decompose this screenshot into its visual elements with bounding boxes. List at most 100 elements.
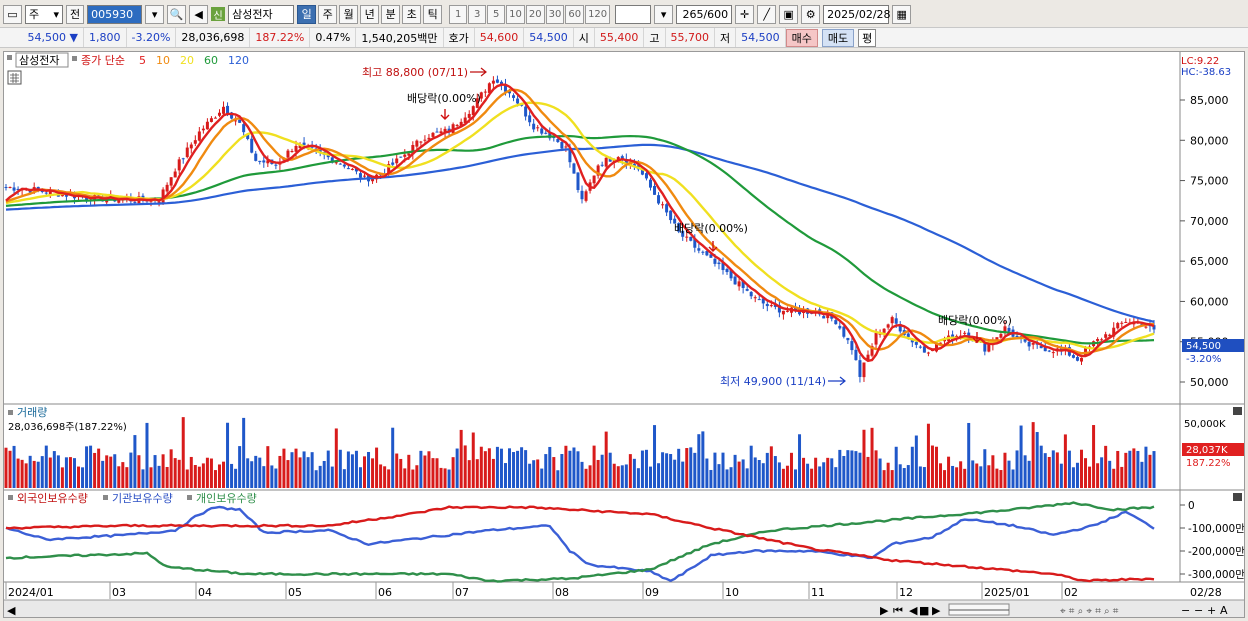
interval-button-120[interactable]: 120 [585, 4, 611, 24]
average-button[interactable]: 평 [858, 28, 877, 47]
zoom-minus-icon[interactable]: − [1194, 604, 1203, 617]
volume-bar [580, 461, 584, 488]
interval-button-5[interactable]: 5 [487, 4, 506, 24]
stock-chart[interactable]: 85,00080,00075,00070,00065,00060,00055,0… [4, 52, 1245, 618]
candle-body [1039, 345, 1043, 349]
candle-body [745, 289, 749, 291]
chart-area[interactable]: 85,00080,00075,00070,00065,00060,00055,0… [3, 51, 1245, 618]
date-input[interactable]: 2025/02/28 [823, 4, 891, 24]
gear-icon[interactable]: ⚙ [801, 4, 821, 24]
interval-button-1[interactable]: 1 [449, 4, 468, 24]
volume-bar [858, 452, 862, 488]
stock-code-input[interactable]: 005930 [87, 4, 143, 24]
y-tick-label: 65,000 [1190, 255, 1229, 268]
window-icon[interactable]: ▭ [3, 4, 22, 24]
holders-panel-close-icon[interactable] [1233, 493, 1242, 501]
high-annotation: 최고 88,800 (07/11) [362, 66, 468, 79]
play-back-icon[interactable]: ◀ [909, 604, 918, 617]
period-tab-0[interactable]: 일 [297, 4, 317, 24]
dividend-arrow-icon [440, 109, 450, 120]
candle-body [403, 154, 407, 157]
candle-body [1079, 357, 1083, 362]
volume-bar [459, 429, 463, 488]
drawing-tools-icons[interactable]: ⌖ ⌗ ⌕ ⌖ ⌗ ⌕ ⌗ [1060, 606, 1119, 617]
count-field[interactable]: 265/600 [676, 4, 733, 24]
volume-bar [741, 459, 745, 488]
volume-bar [467, 460, 471, 488]
volume-bar [1116, 450, 1120, 488]
dividend-annotation: 배당락(0.00%) [938, 314, 1012, 327]
volume-bar [222, 461, 226, 488]
volume-bar [777, 462, 781, 488]
save-icon[interactable]: ▣ [779, 4, 799, 24]
volume-bar [798, 434, 802, 488]
period-tab-4[interactable]: 분 [381, 4, 401, 24]
volume-bar [934, 446, 938, 488]
interval-button-10[interactable]: 10 [506, 4, 525, 24]
interval-button-20[interactable]: 20 [525, 4, 545, 24]
candle-body [435, 131, 439, 133]
code-dropdown-icon[interactable]: ▾ [145, 4, 165, 24]
volume-bar [810, 468, 814, 488]
sell-button[interactable]: 매도 [821, 28, 855, 47]
holders-legend-item-1: 기관보유수량 [112, 492, 173, 505]
ma-legend-period-20: 20 [180, 54, 194, 67]
period-tab-5[interactable]: 초 [402, 4, 422, 24]
volume-bar [890, 470, 894, 488]
scroll-right-icon[interactable]: ▶ [880, 604, 889, 617]
interval-custom-input[interactable] [615, 4, 652, 24]
candle-body [592, 175, 596, 184]
market-select[interactable]: 주 ▾ [25, 4, 63, 24]
volume-bar [894, 446, 898, 488]
interval-button-30[interactable]: 30 [545, 4, 565, 24]
volume-bar [878, 458, 882, 488]
volume-bar [350, 454, 354, 488]
volume-bar [918, 466, 922, 488]
period-tab-1[interactable]: 주 [318, 4, 338, 24]
scroll-left-icon[interactable]: ◀ [7, 604, 16, 617]
interval-dropdown-icon[interactable]: ▾ [654, 4, 674, 24]
volume-panel-close-icon[interactable] [1233, 407, 1242, 415]
volume-bar [508, 448, 512, 488]
period-tab-2[interactable]: 월 [339, 4, 359, 24]
speaker-icon[interactable]: ◀ [189, 4, 209, 24]
volume-bar [334, 428, 338, 488]
rewind-icon[interactable]: ⏮ [893, 604, 903, 617]
volume-bar [628, 454, 632, 488]
candle-body [346, 168, 350, 170]
scrollbar-strip[interactable] [4, 600, 1245, 618]
zoom-in-icon[interactable]: + [1207, 604, 1216, 617]
period-tab-6[interactable]: 틱 [423, 4, 443, 24]
stop-icon[interactable]: ■ [919, 604, 929, 617]
interval-button-60[interactable]: 60 [565, 4, 585, 24]
volume-bar [439, 467, 443, 488]
buy-button[interactable]: 매수 [785, 28, 818, 47]
volume-bar [20, 459, 24, 488]
volume-bar [951, 465, 955, 488]
play-icon[interactable]: ▶ [932, 604, 941, 617]
candle-body [169, 177, 173, 186]
search-icon[interactable]: 🔍 [167, 4, 187, 24]
candle-body [479, 92, 483, 99]
volume-bar [85, 446, 89, 488]
zoom-out-icon[interactable]: − [1181, 604, 1190, 617]
candle-body [495, 79, 499, 83]
crosshair-icon[interactable]: ✛ [735, 4, 755, 24]
prev-button[interactable]: 전 [66, 4, 85, 24]
ma10-line [5, 88, 1155, 355]
volume-bar [451, 457, 455, 488]
period-tab-3[interactable]: 년 [360, 4, 380, 24]
x-tick-label: 08 [555, 586, 569, 599]
interval-button-3[interactable]: 3 [468, 4, 487, 24]
volume-bar [403, 468, 407, 488]
calendar-icon[interactable]: ▦ [892, 4, 912, 24]
volume-bar [556, 470, 560, 488]
table-view-icon[interactable] [7, 70, 22, 85]
font-size-icon[interactable]: A [1220, 604, 1228, 617]
candle-body [995, 337, 999, 342]
x-tick-label: 10 [725, 586, 739, 599]
dividend-arrow-icon [708, 241, 718, 252]
draw-tool-icon[interactable]: ╱ [757, 4, 777, 24]
volume-bar [137, 455, 141, 488]
volume-bar [314, 470, 318, 488]
